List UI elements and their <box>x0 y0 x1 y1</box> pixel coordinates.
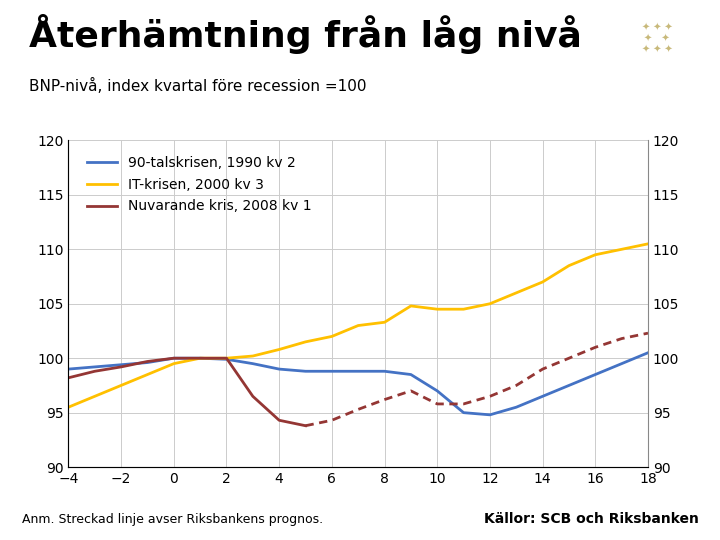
90-talskrisen, 1990 kv 2 <box>485 411 494 418</box>
Nuvarande kris, 2008 kv 1 <box>117 363 125 370</box>
Nuvarande kris, 2008 kv 1 <box>143 358 152 365</box>
90-talskrisen, 1990 kv 2 <box>196 355 204 361</box>
Text: Återhämtning från låg nivå: Återhämtning från låg nivå <box>29 14 582 53</box>
Nuvarande kris, 2008 kv 1 <box>248 393 257 400</box>
IT-krisen, 2000 kv 3 <box>485 301 494 307</box>
90-talskrisen, 1990 kv 2 <box>354 368 363 375</box>
90-talskrisen, 1990 kv 2 <box>64 366 73 373</box>
Text: BNP-nivå, index kvartal före recession =100: BNP-nivå, index kvartal före recession =… <box>29 78 366 94</box>
90-talskrisen, 1990 kv 2 <box>143 359 152 366</box>
IT-krisen, 2000 kv 3 <box>117 382 125 389</box>
IT-krisen, 2000 kv 3 <box>64 404 73 410</box>
90-talskrisen, 1990 kv 2 <box>459 409 468 416</box>
Text: Källor: SCB och Riksbanken: Källor: SCB och Riksbanken <box>484 512 698 526</box>
IT-krisen, 2000 kv 3 <box>591 252 600 258</box>
Text: ✦ ✦ ✦
✦   ✦
✦ ✦ ✦: ✦ ✦ ✦ ✦ ✦ ✦ ✦ ✦ <box>642 23 672 55</box>
90-talskrisen, 1990 kv 2 <box>564 382 573 389</box>
Nuvarande kris, 2008 kv 1 <box>301 422 310 429</box>
90-talskrisen, 1990 kv 2 <box>91 363 99 370</box>
Nuvarande kris, 2008 kv 1 <box>91 368 99 375</box>
90-talskrisen, 1990 kv 2 <box>539 393 547 400</box>
IT-krisen, 2000 kv 3 <box>512 289 521 296</box>
Nuvarande kris, 2008 kv 1 <box>196 355 204 361</box>
IT-krisen, 2000 kv 3 <box>301 339 310 345</box>
IT-krisen, 2000 kv 3 <box>459 306 468 313</box>
IT-krisen, 2000 kv 3 <box>380 319 389 326</box>
Line: 90-talskrisen, 1990 kv 2: 90-talskrisen, 1990 kv 2 <box>68 353 648 415</box>
90-talskrisen, 1990 kv 2 <box>169 355 178 361</box>
IT-krisen, 2000 kv 3 <box>328 333 336 340</box>
IT-krisen, 2000 kv 3 <box>222 355 231 361</box>
IT-krisen, 2000 kv 3 <box>275 346 284 353</box>
IT-krisen, 2000 kv 3 <box>354 322 363 329</box>
90-talskrisen, 1990 kv 2 <box>617 360 626 367</box>
Nuvarande kris, 2008 kv 1 <box>64 375 73 381</box>
90-talskrisen, 1990 kv 2 <box>248 360 257 367</box>
90-talskrisen, 1990 kv 2 <box>644 349 652 356</box>
Nuvarande kris, 2008 kv 1 <box>275 417 284 423</box>
Text: SVERIGES
RIKSBANK: SVERIGES RIKSBANK <box>635 70 679 90</box>
90-talskrisen, 1990 kv 2 <box>380 368 389 375</box>
IT-krisen, 2000 kv 3 <box>169 360 178 367</box>
90-talskrisen, 1990 kv 2 <box>117 361 125 368</box>
Nuvarande kris, 2008 kv 1 <box>222 355 231 361</box>
IT-krisen, 2000 kv 3 <box>143 372 152 378</box>
IT-krisen, 2000 kv 3 <box>617 246 626 253</box>
IT-krisen, 2000 kv 3 <box>248 353 257 359</box>
Nuvarande kris, 2008 kv 1 <box>169 355 178 361</box>
IT-krisen, 2000 kv 3 <box>433 306 441 313</box>
90-talskrisen, 1990 kv 2 <box>591 372 600 378</box>
IT-krisen, 2000 kv 3 <box>539 279 547 285</box>
Text: Anm. Streckad linje avser Riksbankens prognos.: Anm. Streckad linje avser Riksbankens pr… <box>22 513 323 526</box>
Line: Nuvarande kris, 2008 kv 1: Nuvarande kris, 2008 kv 1 <box>68 358 305 426</box>
Line: IT-krisen, 2000 kv 3: IT-krisen, 2000 kv 3 <box>68 244 648 407</box>
90-talskrisen, 1990 kv 2 <box>328 368 336 375</box>
IT-krisen, 2000 kv 3 <box>644 241 652 247</box>
90-talskrisen, 1990 kv 2 <box>301 368 310 375</box>
90-talskrisen, 1990 kv 2 <box>433 388 441 394</box>
IT-krisen, 2000 kv 3 <box>91 393 99 400</box>
90-talskrisen, 1990 kv 2 <box>275 366 284 373</box>
90-talskrisen, 1990 kv 2 <box>512 404 521 410</box>
90-talskrisen, 1990 kv 2 <box>222 356 231 362</box>
IT-krisen, 2000 kv 3 <box>196 355 204 361</box>
Legend: 90-talskrisen, 1990 kv 2, IT-krisen, 2000 kv 3, Nuvarande kris, 2008 kv 1: 90-talskrisen, 1990 kv 2, IT-krisen, 200… <box>81 151 318 219</box>
90-talskrisen, 1990 kv 2 <box>407 372 415 378</box>
IT-krisen, 2000 kv 3 <box>564 262 573 269</box>
IT-krisen, 2000 kv 3 <box>407 303 415 309</box>
